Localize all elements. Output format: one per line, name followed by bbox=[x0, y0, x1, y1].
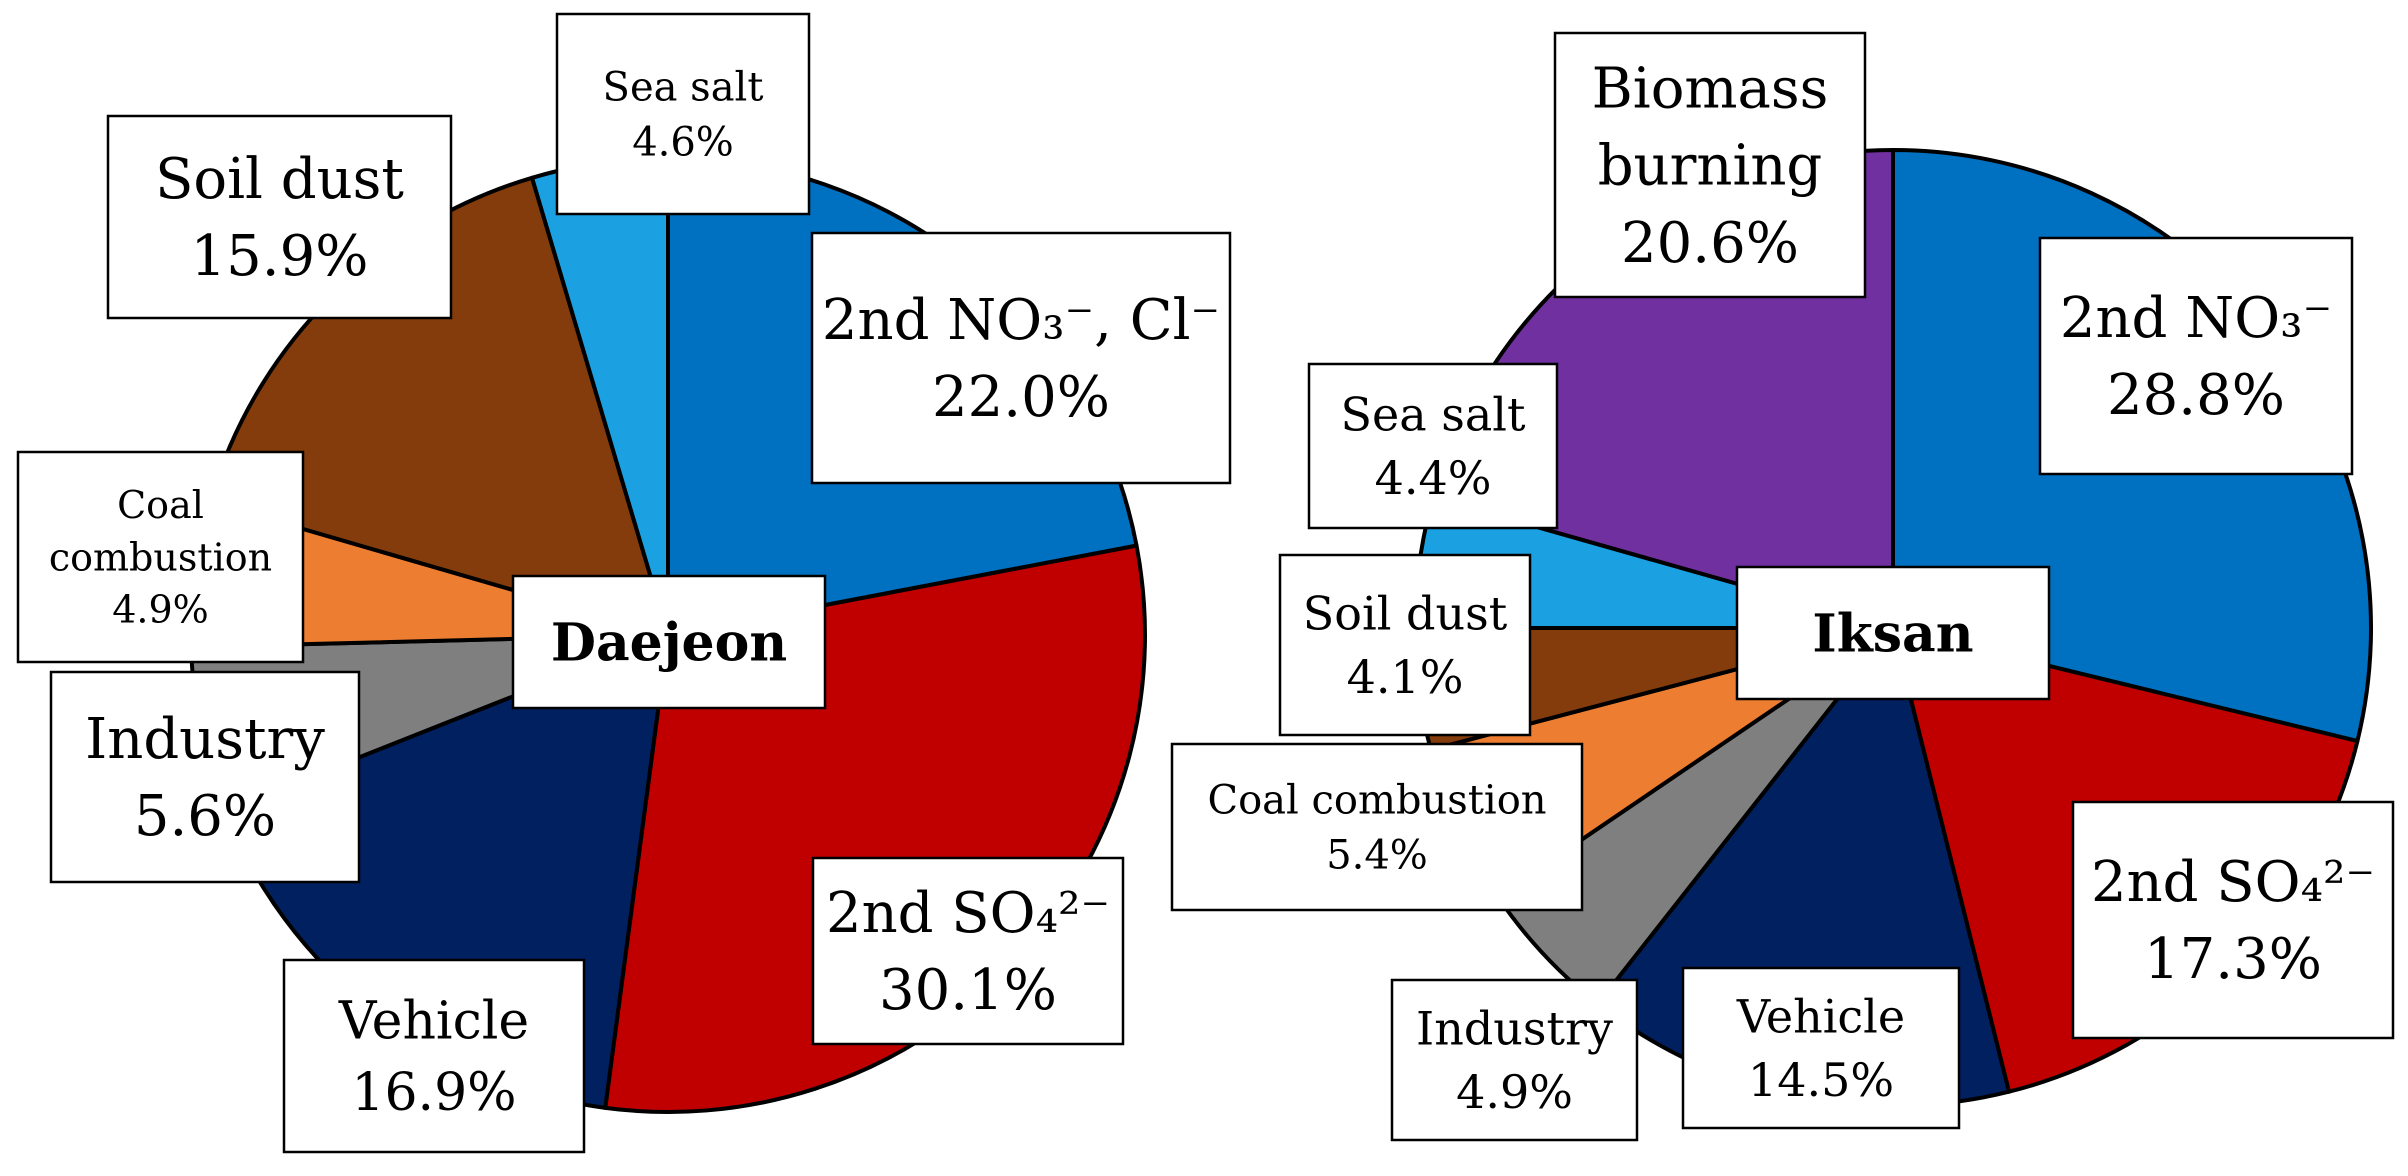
daejeon-title-text: Daejeon bbox=[551, 613, 787, 674]
daejeon-label-2nd-no-cl: 2nd NO₃⁻, Cl⁻ 22.0% bbox=[810, 231, 1232, 485]
iksan-label-box-industry bbox=[1390, 978, 1639, 1142]
daejeon-label-box-2nd-no-cl bbox=[810, 231, 1232, 485]
iksan-value-soil-dust: 4.1% bbox=[1347, 650, 1464, 704]
iksan-name-sea-salt: Sea salt bbox=[1340, 387, 1526, 441]
iksan-value-2nd-no: 28.8% bbox=[2107, 363, 2285, 428]
iksan-name-2nd-no: 2nd NO₃⁻ bbox=[2060, 286, 2332, 351]
iksan-label-box-2nd-no bbox=[2038, 236, 2354, 476]
daejeon-label-vehicle: Vehicle 16.9% bbox=[282, 958, 586, 1154]
iksan-name-industry: Industry bbox=[1416, 1001, 1613, 1055]
daejeon-label-soil-dust: Soil dust 15.9% bbox=[106, 114, 453, 320]
iksan-name-2nd-so: 2nd SO₄²⁻ bbox=[2091, 850, 2375, 915]
daejeon-title: Daejeon bbox=[511, 574, 827, 710]
pie-daejeon: 2nd NO₃⁻, Cl⁻ 22.0% 2nd SO₄²⁻ 30.1% Vehicle 1… bbox=[16, 12, 1232, 1154]
daejeon-label-box-2nd-so bbox=[811, 856, 1125, 1046]
iksan-value-coal-combustion: 5.4% bbox=[1326, 833, 1428, 879]
iksan-label-sea-salt: Sea salt 4.4% bbox=[1307, 362, 1559, 530]
daejeon-name-sea-salt: Sea salt bbox=[603, 64, 764, 110]
pie-iksan: 2nd NO₃⁻ 28.8% 2nd SO₄²⁻ 17.3% Vehicle 14.5% I… bbox=[1170, 31, 2395, 1142]
daejeon-value-sea-salt: 4.6% bbox=[632, 120, 734, 166]
iksan-value-industry: 4.9% bbox=[1456, 1065, 1573, 1119]
iksan-value-biomass-burning: 20.6% bbox=[1621, 211, 1799, 276]
daejeon-name-industry: Industry bbox=[85, 707, 325, 772]
iksan-value-sea-salt: 4.4% bbox=[1375, 451, 1492, 505]
iksan-label-soil-dust: Soil dust 4.1% bbox=[1278, 553, 1532, 737]
daejeon-label-box-vehicle bbox=[282, 958, 586, 1154]
daejeon-name-2nd-no-cl: 2nd NO₃⁻, Cl⁻ bbox=[822, 288, 1220, 353]
iksan-label-box-biomass-burning bbox=[1553, 31, 1867, 299]
iksan-value-vehicle: 14.5% bbox=[1748, 1053, 1894, 1107]
iksan-label-industry: Industry 4.9% bbox=[1390, 978, 1639, 1142]
iksan-label-biomass-burning: Biomass burning 20.6% bbox=[1553, 31, 1867, 299]
iksan-label-vehicle: Vehicle 14.5% bbox=[1681, 966, 1961, 1130]
daejeon-label-sea-salt: Sea salt 4.6% bbox=[555, 12, 811, 216]
daejeon-label-coal-combustion: Coal combustion 4.9% bbox=[16, 450, 305, 664]
iksan-label-box-2nd-so bbox=[2071, 800, 2395, 1040]
iksan-label-coal-combustion: Coal combustion 5.4% bbox=[1170, 742, 1584, 912]
daejeon-label-industry: Industry 5.6% bbox=[49, 670, 361, 884]
daejeon-value-industry: 5.6% bbox=[134, 784, 276, 849]
daejeon-value-2nd-so: 30.1% bbox=[879, 958, 1057, 1023]
daejeon-label-2nd-so: 2nd SO₄²⁻ 30.1% bbox=[811, 856, 1125, 1046]
iksan-label-box-soil-dust bbox=[1278, 553, 1532, 737]
iksan-name-vehicle: Vehicle bbox=[1736, 989, 1905, 1043]
iksan-name-biomass-burning: burning bbox=[1598, 134, 1823, 199]
daejeon-label-box-industry bbox=[49, 670, 361, 884]
iksan-label-2nd-so: 2nd SO₄²⁻ 17.3% bbox=[2071, 800, 2395, 1040]
iksan-value-2nd-so: 17.3% bbox=[2144, 927, 2322, 992]
daejeon-name-coal-combustion: Coal bbox=[117, 483, 204, 527]
daejeon-name-soil-dust: Soil dust bbox=[155, 147, 404, 212]
iksan-label-box-sea-salt bbox=[1307, 362, 1559, 530]
iksan-title: Iksan bbox=[1735, 565, 2051, 701]
iksan-title-box bbox=[1735, 565, 2051, 701]
daejeon-name-vehicle: Vehicle bbox=[338, 991, 529, 1051]
iksan-label-2nd-no: 2nd NO₃⁻ 28.8% bbox=[2038, 236, 2354, 476]
daejeon-label-box-soil-dust bbox=[106, 114, 453, 320]
daejeon-label-box-sea-salt bbox=[555, 12, 811, 216]
daejeon-label-box-coal-combustion bbox=[16, 450, 305, 664]
daejeon-value-soil-dust: 15.9% bbox=[191, 224, 369, 289]
iksan-name-soil-dust: Soil dust bbox=[1303, 586, 1508, 640]
daejeon-name-2nd-so: 2nd SO₄²⁻ bbox=[826, 881, 1110, 946]
iksan-name-coal-combustion: Coal combustion bbox=[1207, 777, 1546, 823]
daejeon-value-2nd-no-cl: 22.0% bbox=[932, 365, 1110, 430]
daejeon-value-vehicle: 16.9% bbox=[351, 1063, 516, 1123]
iksan-label-box-vehicle bbox=[1681, 966, 1961, 1130]
iksan-name-biomass-burning: Biomass bbox=[1592, 56, 1829, 121]
daejeon-name-coal-combustion: combustion bbox=[49, 535, 272, 579]
daejeon-title-box bbox=[511, 574, 827, 710]
iksan-label-box-coal-combustion bbox=[1170, 742, 1584, 912]
iksan-title-text: Iksan bbox=[1812, 604, 1973, 665]
daejeon-value-coal-combustion: 4.9% bbox=[112, 588, 209, 632]
